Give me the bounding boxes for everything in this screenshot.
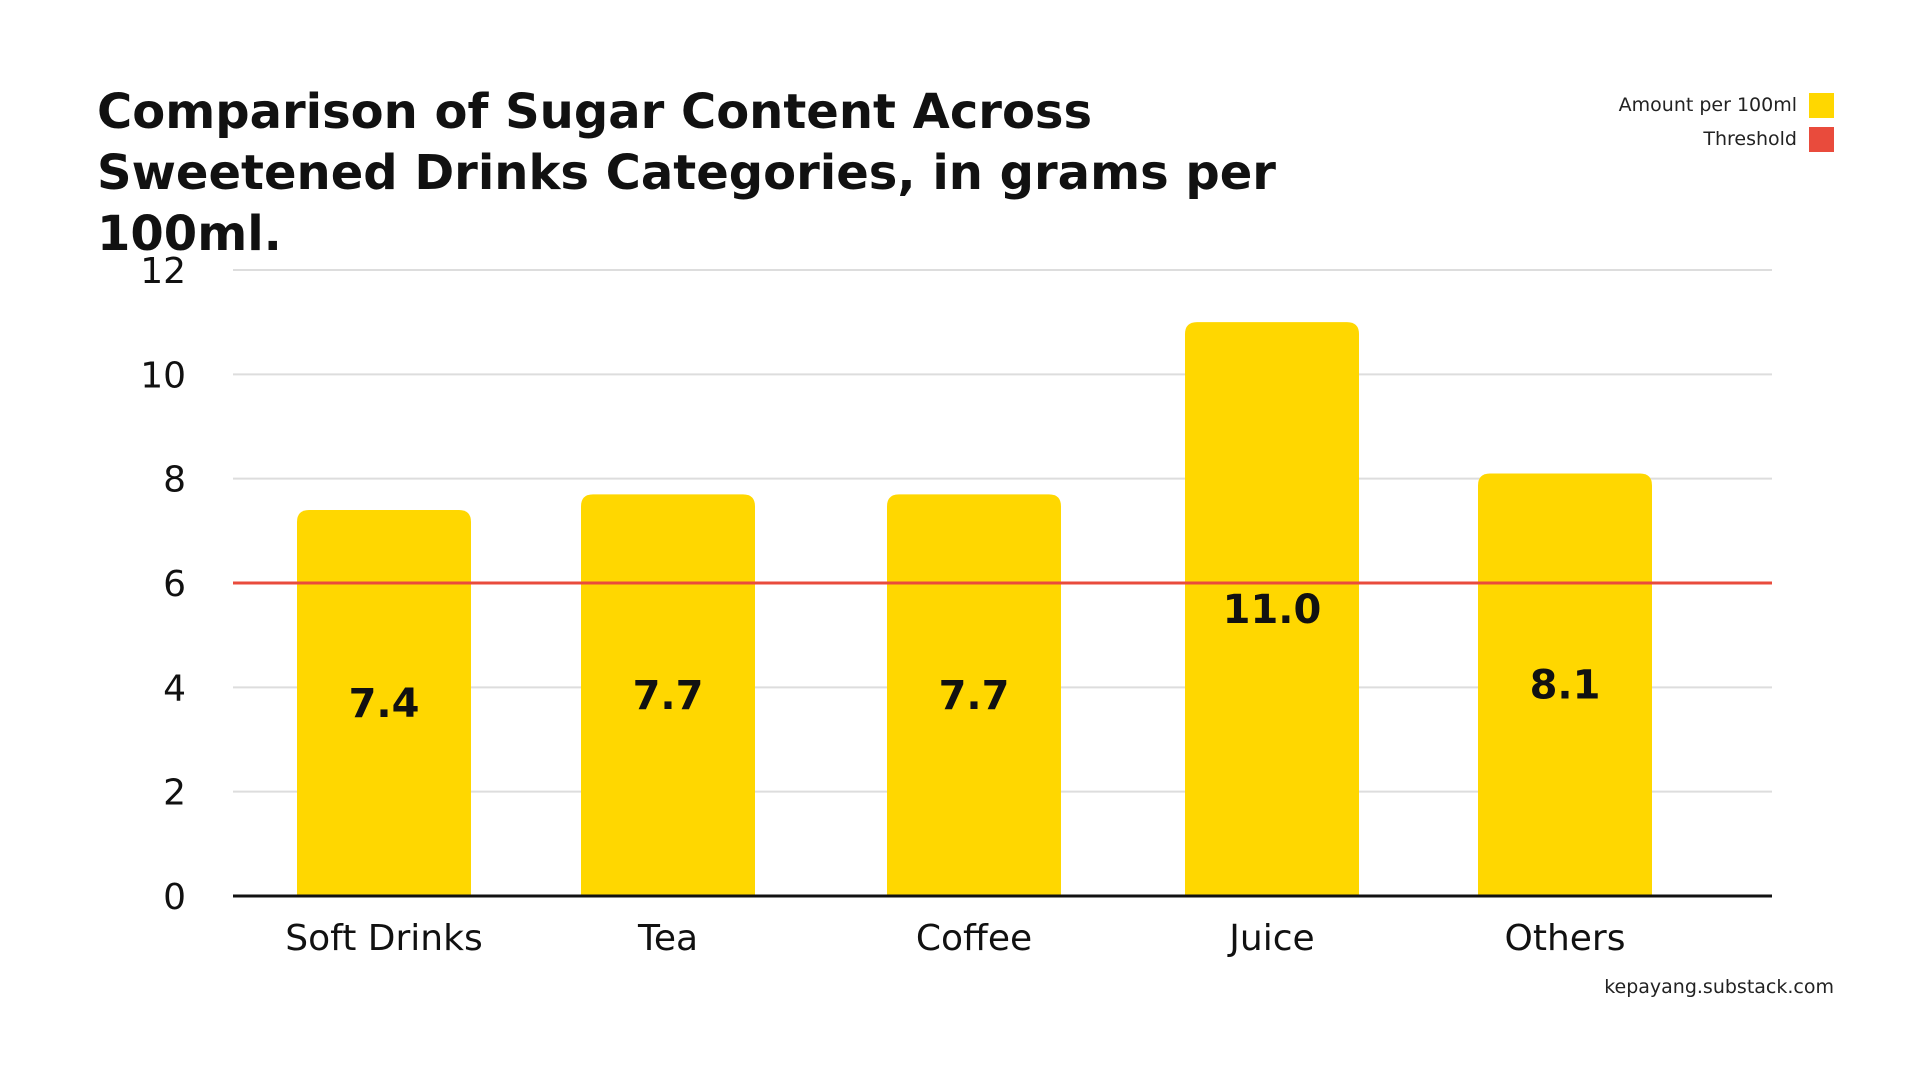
y-tick-label: 12 <box>140 251 186 292</box>
bar <box>887 494 1061 896</box>
y-tick-label: 6 <box>163 564 186 605</box>
x-tick-label: Coffee <box>916 918 1032 959</box>
y-tick-label: 8 <box>163 460 186 501</box>
y-tick-label: 4 <box>163 668 186 709</box>
legend-item-threshold: Threshold <box>1619 122 1834 156</box>
x-tick-label: Tea <box>637 918 698 959</box>
data-label: 7.4 <box>349 681 420 727</box>
data-label: 7.7 <box>939 673 1010 719</box>
data-label: 7.7 <box>633 673 704 719</box>
legend-label-amount: Amount per 100ml <box>1618 94 1797 116</box>
bar <box>297 509 471 896</box>
x-tick-label: Soft Drinks <box>285 918 482 959</box>
data-label: 11.0 <box>1223 587 1322 633</box>
y-tick-label: 2 <box>163 773 186 814</box>
y-tick-label: 10 <box>140 355 186 396</box>
legend: Amount per 100ml Threshold <box>1619 88 1834 156</box>
bar <box>1478 473 1652 896</box>
data-label: 8.1 <box>1530 663 1601 709</box>
x-tick-label: Others <box>1505 918 1626 959</box>
y-tick-label: 0 <box>163 877 186 918</box>
legend-swatch-threshold <box>1809 126 1834 152</box>
legend-item-amount: Amount per 100ml <box>1619 88 1834 122</box>
bar <box>1185 322 1359 897</box>
legend-label-threshold: Threshold <box>1703 128 1797 150</box>
legend-swatch-amount <box>1809 92 1834 118</box>
x-tick-label: Juice <box>1227 918 1314 959</box>
bar <box>581 494 755 896</box>
source-credit: kepayang.substack.com <box>1604 976 1834 998</box>
chart-title: Comparison of Sugar Content Across Sweet… <box>97 84 1276 262</box>
